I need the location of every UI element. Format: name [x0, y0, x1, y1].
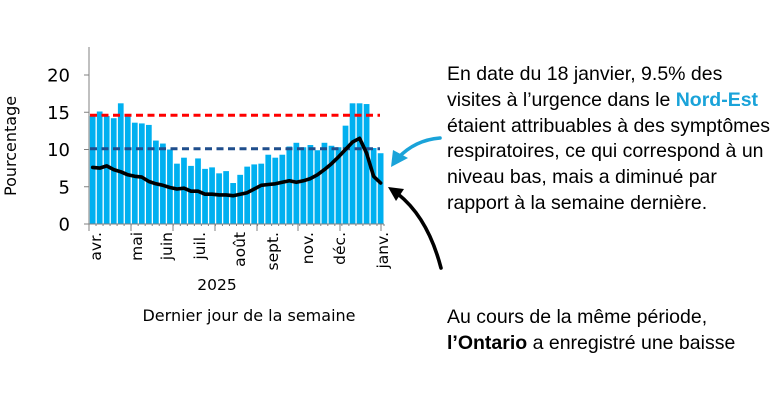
bar: [279, 154, 286, 224]
x-tick-label: juil.: [191, 232, 209, 261]
bar: [328, 145, 335, 224]
year-label: 2025: [197, 276, 236, 294]
x-tick-label: mai: [128, 232, 146, 261]
annotation-text-end: étaient attribuables à des symptômes res…: [447, 114, 771, 214]
bar: [124, 115, 131, 224]
bar: [138, 123, 145, 224]
bar: [131, 122, 138, 224]
y-ticks: 0 5 10 15 20: [47, 66, 89, 236]
bar: [258, 163, 265, 224]
bar: [314, 150, 321, 224]
bar: [188, 165, 194, 224]
bar: [370, 148, 377, 224]
bar: [265, 154, 272, 224]
bar: [89, 115, 96, 224]
annotation2-text-end: a enregistré une baisse: [527, 331, 736, 354]
x-tick-label: nov.: [299, 232, 317, 264]
x-tick-label: janv.: [374, 232, 392, 270]
bar: [216, 173, 222, 224]
bar: [300, 147, 307, 224]
region-name-nord-est: Nord-Est: [675, 88, 759, 111]
x-tick-label: juin: [158, 232, 176, 261]
y-axis-title: Pourcentage: [1, 96, 20, 196]
bar: [377, 153, 384, 224]
bar-series: [89, 103, 384, 224]
bar: [349, 103, 356, 224]
bar: [286, 146, 293, 224]
region-name-ontario: l’Ontario: [447, 331, 528, 354]
bar: [202, 168, 208, 224]
bar: [117, 103, 124, 224]
bar: [356, 103, 363, 224]
x-tick-label: déc.: [331, 232, 349, 265]
y-tick-label: 0: [59, 215, 70, 236]
y-tick-label: 5: [59, 177, 70, 198]
x-tick-label: août: [231, 232, 249, 267]
bar: [307, 145, 314, 224]
blue-arrow-icon: [391, 136, 442, 167]
bar: [230, 183, 236, 224]
bar: [103, 115, 110, 224]
trend-line: [90, 136, 383, 198]
bar: [145, 124, 152, 224]
x-ticks: avr. mai juin juil. août sept. nov. déc. janv.: [87, 224, 392, 270]
bar: [244, 166, 251, 224]
black-arrow-icon: [388, 187, 443, 270]
bar: [321, 142, 328, 224]
annotation-text-start: En date du 18 janvier, 9.5% des visites …: [447, 63, 723, 111]
threshold-lines: [90, 113, 380, 151]
bar: [251, 164, 258, 224]
bar: [223, 171, 229, 224]
bar: [174, 163, 180, 224]
annotation2-text-start: Au cours de la même période,: [447, 306, 708, 328]
x-tick-label: sept.: [264, 232, 282, 270]
annotation-paragraph-2: Au cours de la même période, l’Ontario a…: [447, 305, 777, 357]
annotation-paragraph-1: En date du 18 janvier, 9.5% des visites …: [447, 62, 777, 217]
y-tick-label: 20: [47, 66, 70, 87]
x-tick-label: avr.: [87, 232, 105, 261]
bar: [342, 125, 349, 224]
bar: [237, 174, 244, 224]
bar: [335, 147, 342, 224]
bar: [363, 104, 370, 224]
y-tick-label: 15: [47, 103, 70, 124]
bar: [181, 157, 187, 224]
y-tick-label: 10: [47, 140, 70, 161]
x-axis-title: Dernier jour de la semaine: [142, 306, 355, 325]
bar: [272, 157, 279, 224]
